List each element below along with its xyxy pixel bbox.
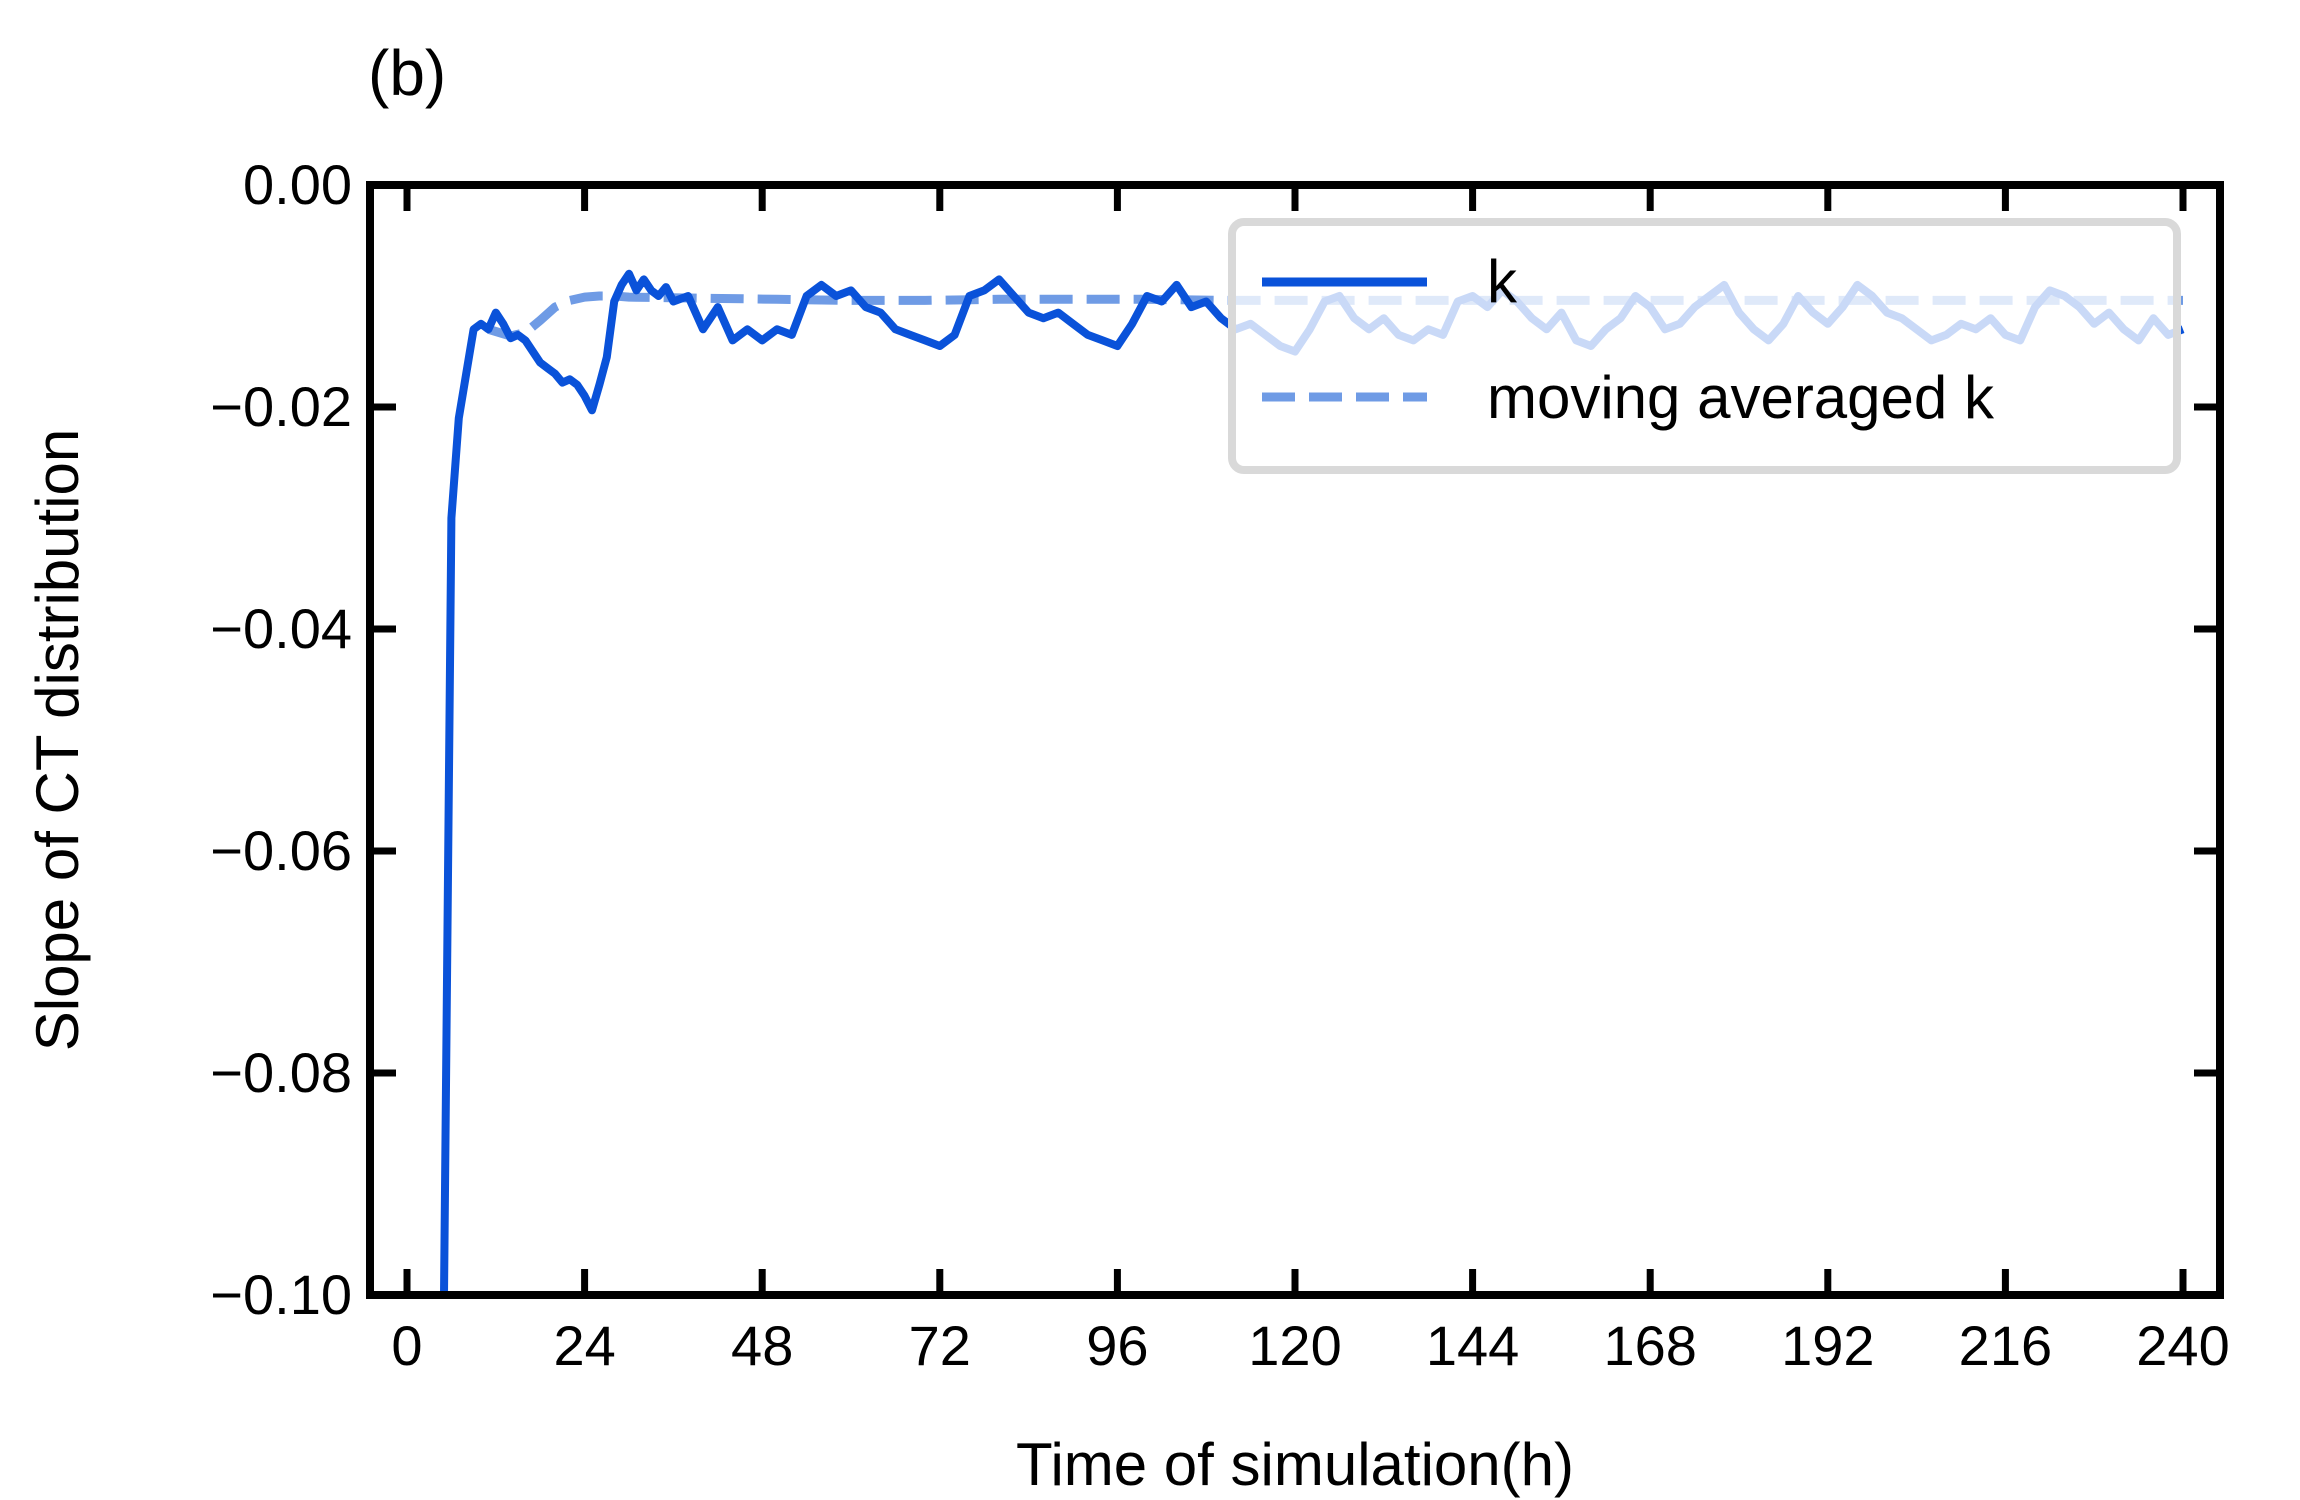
- y-tick-label: −0.08: [210, 1041, 352, 1104]
- legend-box: [1228, 218, 2181, 474]
- x-tick-label: 192: [1781, 1314, 1874, 1377]
- x-tick-label: 0: [391, 1314, 422, 1377]
- x-tick-label: 24: [553, 1314, 615, 1377]
- legend-label-moving-averaged-k: moving averaged k: [1487, 364, 1995, 431]
- y-axis-label: Slope of CT distribution: [24, 429, 91, 1052]
- x-tick-label: 144: [1426, 1314, 1519, 1377]
- x-axis-label: Time of simulation(h): [1016, 1431, 1574, 1498]
- y-tick-label: −0.02: [210, 375, 352, 438]
- x-tick-label: 120: [1248, 1314, 1341, 1377]
- panel-label: (b): [368, 37, 446, 109]
- y-tick-label: −0.04: [210, 597, 352, 660]
- x-tick-label: 96: [1086, 1314, 1148, 1377]
- legend-label-k: k: [1487, 248, 1518, 315]
- tick-labels-layer: 0 24 48 72 96 120 144 168 192 216 240 0.00 −0.02 −0.0…: [210, 153, 2229, 1377]
- x-tick-label: 216: [1959, 1314, 2052, 1377]
- plot-frame: [366, 181, 2224, 1299]
- x-tick-label: 168: [1603, 1314, 1696, 1377]
- y-tick-label: −0.06: [210, 819, 352, 882]
- x-tick-label: 72: [909, 1314, 971, 1377]
- y-tick-label: 0.00: [243, 153, 352, 216]
- legend: k moving averaged k: [1228, 218, 2181, 474]
- x-tick-label: 48: [731, 1314, 793, 1377]
- y-tick-label: −0.10: [210, 1263, 352, 1326]
- x-tick-label: 240: [2136, 1314, 2229, 1377]
